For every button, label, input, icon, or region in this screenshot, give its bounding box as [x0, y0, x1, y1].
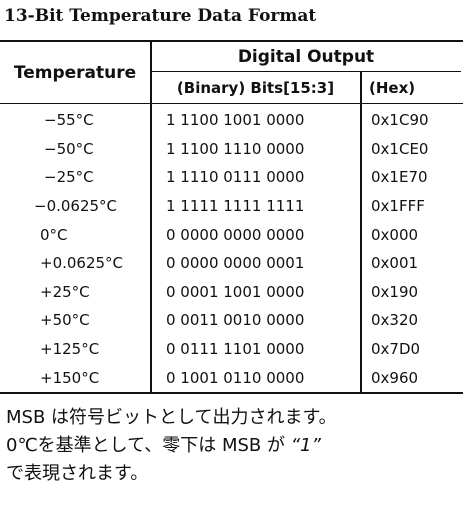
- binary-cell: 0 0011 0010 0000: [166, 311, 305, 330]
- temperature-cell: +150°C: [40, 368, 100, 387]
- footnote-line: 0℃を基準として、零下は MSB が “1”: [6, 432, 461, 460]
- hex-cell: 0x7D0: [371, 340, 421, 359]
- footnote-line: で表現されます。: [6, 463, 149, 484]
- binary-cell: 1 1100 1110 0000: [166, 139, 305, 158]
- table-body: −55°C 1 1100 1001 0000 0x1C90 −50°C 1 11…: [0, 106, 463, 392]
- temperature-cell: −25°C: [44, 168, 94, 187]
- digital-output-header: Digital Output: [151, 42, 461, 72]
- table-row: +25°C 0 0001 1001 0000 0x190: [0, 278, 463, 307]
- column-divider: [360, 72, 362, 394]
- hex-cell: 0x320: [371, 311, 419, 330]
- hex-column-header: (Hex): [361, 72, 463, 104]
- column-divider: [150, 42, 152, 394]
- binary-column-header: (Binary) Bits[15:3]: [151, 72, 360, 104]
- temperature-cell: −50°C: [44, 139, 94, 158]
- binary-cell: 0 0111 1101 0000: [166, 340, 305, 359]
- temperature-column-header: Temperature: [0, 42, 150, 104]
- hex-cell: 0x1C90: [371, 111, 429, 130]
- binary-cell: 0 0000 0000 0000: [166, 225, 305, 244]
- binary-cell: 1 1110 0111 0000: [166, 168, 305, 187]
- temperature-cell: −0.0625°C: [34, 197, 118, 216]
- hex-cell: 0x1FFF: [371, 197, 425, 216]
- footnote-line: MSB は符号ビットとして出力されます。: [6, 407, 337, 428]
- temperature-data-table: Temperature Digital Output (Binary) Bits…: [0, 40, 463, 394]
- hex-cell: 0x1CE0: [371, 139, 429, 158]
- binary-cell: 0 0000 0000 0001: [166, 254, 305, 273]
- temperature-cell: +0.0625°C: [40, 254, 124, 273]
- footnote-text: 0℃を基準として、零下は MSB が: [6, 435, 291, 456]
- hex-cell: 0x960: [371, 368, 419, 387]
- table-title: 13-Bit Temperature Data Format: [4, 6, 317, 26]
- temperature-cell: −55°C: [44, 111, 94, 130]
- table-row: +125°C 0 0111 1101 0000 0x7D0: [0, 335, 463, 364]
- temperature-cell: +25°C: [40, 282, 90, 301]
- temperature-cell: +125°C: [40, 340, 100, 359]
- binary-cell: 0 1001 0110 0000: [166, 368, 305, 387]
- table-row: −55°C 1 1100 1001 0000 0x1C90: [0, 106, 463, 135]
- table-row: −25°C 1 1110 0111 0000 0x1E70: [0, 163, 463, 192]
- binary-cell: 1 1111 1111 1111: [166, 197, 305, 216]
- binary-cell: 0 0001 1001 0000: [166, 282, 305, 301]
- hex-cell: 0x001: [371, 254, 419, 273]
- hex-cell: 0x1E70: [371, 168, 428, 187]
- footnote-quoted-value: “1”: [290, 435, 321, 456]
- temperature-cell: 0°C: [40, 225, 68, 244]
- table-row: −50°C 1 1100 1110 0000 0x1CE0: [0, 135, 463, 164]
- table-row: +50°C 0 0011 0010 0000 0x320: [0, 306, 463, 335]
- binary-cell: 1 1100 1001 0000: [166, 111, 305, 130]
- table-row: 0°C 0 0000 0000 0000 0x000: [0, 220, 463, 249]
- table-row: −0.0625°C 1 1111 1111 1111 0x1FFF: [0, 192, 463, 221]
- table-row: +150°C 0 1001 0110 0000 0x960: [0, 363, 463, 392]
- temperature-cell: +50°C: [40, 311, 90, 330]
- footnote: MSB は符号ビットとして出力されます。 0℃を基準として、零下は MSB が …: [6, 404, 461, 488]
- table-row: +0.0625°C 0 0000 0000 0001 0x001: [0, 249, 463, 278]
- hex-cell: 0x190: [371, 282, 419, 301]
- hex-cell: 0x000: [371, 225, 419, 244]
